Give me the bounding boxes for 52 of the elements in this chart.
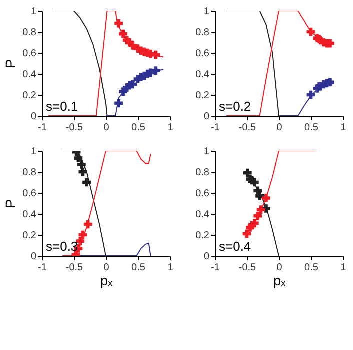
x-tick-label: 1 (168, 122, 174, 134)
x-tick-label: 0 (276, 262, 283, 274)
annotation: s=0.2 (219, 99, 252, 114)
y-tick-label: 0.4 (22, 70, 37, 80)
x-tick-label: -1 (211, 262, 220, 274)
y-tick-label: 0.6 (196, 48, 210, 60)
x-tick-label: 0 (104, 262, 110, 274)
y-tick-label: 1 (30, 6, 37, 18)
x-tick-label: 0 (276, 122, 283, 134)
annotation: s=0.4 (219, 239, 252, 254)
y-axis-title: P (2, 59, 19, 69)
y-tick-label: 0.6 (22, 188, 37, 200)
y-tick-label: 0.6 (22, 48, 37, 60)
x-tick-label: -0.5 (238, 262, 257, 274)
y-tick-label: 0 (30, 252, 37, 262)
x-tick-label: -1 (211, 122, 220, 134)
y-tick-label: 0 (204, 112, 210, 122)
annotation: s=0.1 (46, 99, 78, 114)
x-tick-label: 0.5 (304, 122, 319, 134)
x-axis-title: pₓ (273, 272, 286, 288)
x-tick-label: -0.5 (238, 122, 257, 134)
y-axis-title: P (2, 199, 19, 209)
x-tick-label: -1 (38, 122, 48, 134)
y-tick-label: 0.2 (196, 230, 210, 242)
x-tick-label: 0.5 (132, 122, 146, 134)
y-tick-label: 0.6 (196, 188, 210, 200)
y-tick-label: 0.4 (196, 70, 210, 80)
y-tick-label: 0.8 (196, 168, 210, 178)
y-tick-label: 0 (30, 112, 37, 122)
y-tick-label: 0.2 (22, 90, 37, 102)
y-tick-label: 0.2 (196, 90, 210, 102)
x-axis-title: pₓ (100, 272, 114, 288)
y-tick-label: 0.4 (196, 210, 210, 220)
x-tick-label: 0.5 (304, 262, 319, 274)
annotation: s=0.3 (46, 239, 78, 254)
x-tick-label: 0 (104, 122, 110, 134)
y-tick-label: 0.4 (22, 210, 37, 220)
x-tick-label: -1 (38, 262, 48, 274)
y-tick-label: 0 (204, 252, 210, 262)
x-tick-label: 1 (340, 122, 347, 134)
y-tick-label: 1 (204, 146, 210, 158)
y-tick-label: 1 (30, 146, 37, 158)
x-tick-label: -0.5 (66, 262, 84, 274)
y-tick-label: 0.2 (22, 230, 37, 242)
x-tick-label: 0.5 (132, 262, 146, 274)
y-tick-label: 0.8 (196, 28, 210, 38)
y-tick-label: 1 (204, 6, 210, 18)
x-tick-label: 1 (168, 262, 174, 274)
x-tick-label: -0.5 (66, 122, 84, 134)
y-tick-label: 0.8 (22, 28, 37, 38)
x-tick-label: 1 (340, 262, 347, 274)
y-tick-label: 0.8 (22, 168, 37, 178)
